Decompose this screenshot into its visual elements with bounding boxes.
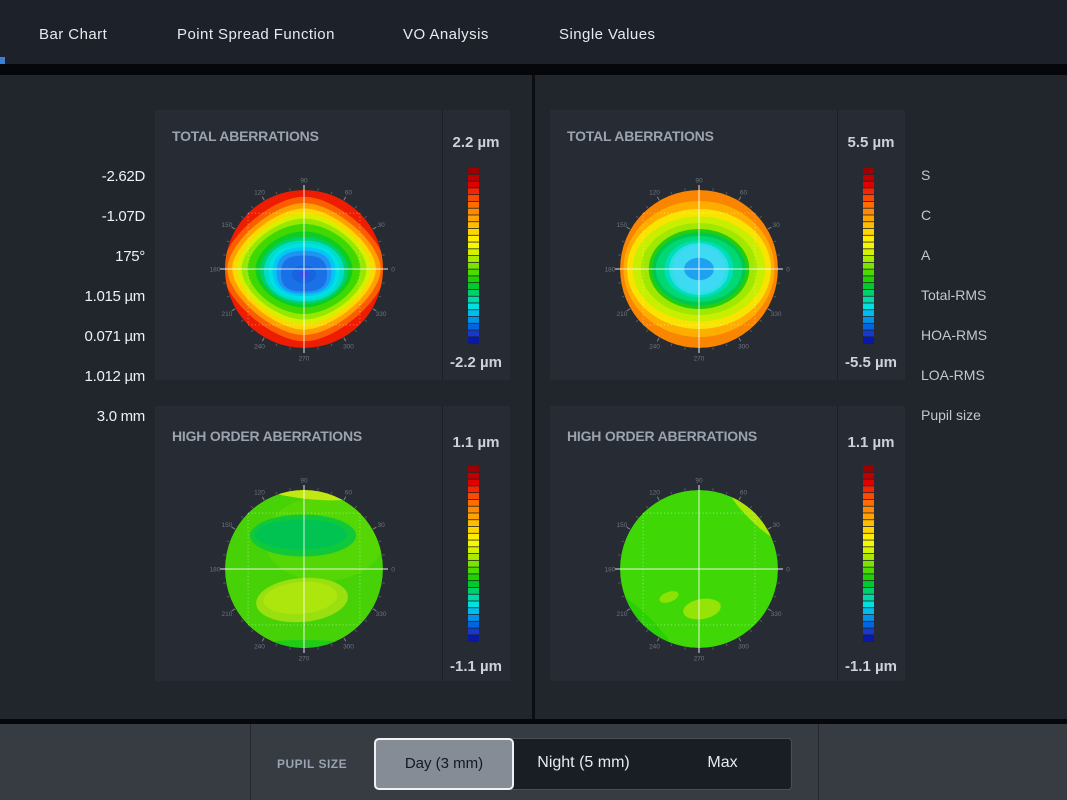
svg-text:30: 30 [772, 522, 780, 529]
svg-text:330: 330 [376, 311, 387, 318]
svg-text:180: 180 [605, 267, 616, 274]
svg-text:0: 0 [786, 567, 790, 574]
svg-text:180: 180 [605, 567, 616, 574]
svg-text:0: 0 [391, 567, 395, 574]
svg-text:150: 150 [221, 522, 232, 529]
svg-text:90: 90 [300, 478, 308, 485]
svg-text:120: 120 [254, 189, 265, 196]
svg-text:270: 270 [694, 656, 705, 663]
svg-text:300: 300 [738, 344, 749, 351]
svg-text:300: 300 [343, 344, 354, 351]
svg-text:300: 300 [738, 644, 749, 651]
svg-text:60: 60 [740, 189, 748, 196]
svg-text:150: 150 [616, 522, 627, 529]
svg-text:90: 90 [695, 478, 703, 485]
svg-text:300: 300 [343, 644, 354, 651]
svg-text:180: 180 [210, 567, 221, 574]
svg-text:30: 30 [377, 522, 385, 529]
svg-text:330: 330 [771, 611, 782, 618]
svg-text:270: 270 [299, 356, 310, 363]
svg-text:0: 0 [786, 267, 790, 274]
svg-text:210: 210 [221, 611, 232, 618]
svg-text:60: 60 [740, 489, 748, 496]
svg-text:30: 30 [377, 222, 385, 229]
svg-text:240: 240 [649, 644, 660, 651]
svg-text:0: 0 [391, 267, 395, 274]
svg-text:60: 60 [345, 489, 353, 496]
svg-text:330: 330 [376, 611, 387, 618]
svg-text:180: 180 [210, 267, 221, 274]
svg-text:120: 120 [254, 489, 265, 496]
svg-text:210: 210 [616, 611, 627, 618]
svg-text:240: 240 [254, 344, 265, 351]
svg-text:150: 150 [221, 222, 232, 229]
svg-text:90: 90 [695, 178, 703, 185]
svg-text:210: 210 [221, 311, 232, 318]
svg-text:60: 60 [345, 189, 353, 196]
svg-text:240: 240 [649, 344, 660, 351]
svg-text:240: 240 [254, 644, 265, 651]
svg-text:270: 270 [299, 656, 310, 663]
svg-text:120: 120 [649, 489, 660, 496]
svg-text:270: 270 [694, 356, 705, 363]
svg-text:120: 120 [649, 189, 660, 196]
svg-text:330: 330 [771, 311, 782, 318]
svg-text:150: 150 [616, 222, 627, 229]
svg-text:90: 90 [300, 178, 308, 185]
svg-text:30: 30 [772, 222, 780, 229]
svg-text:210: 210 [616, 311, 627, 318]
